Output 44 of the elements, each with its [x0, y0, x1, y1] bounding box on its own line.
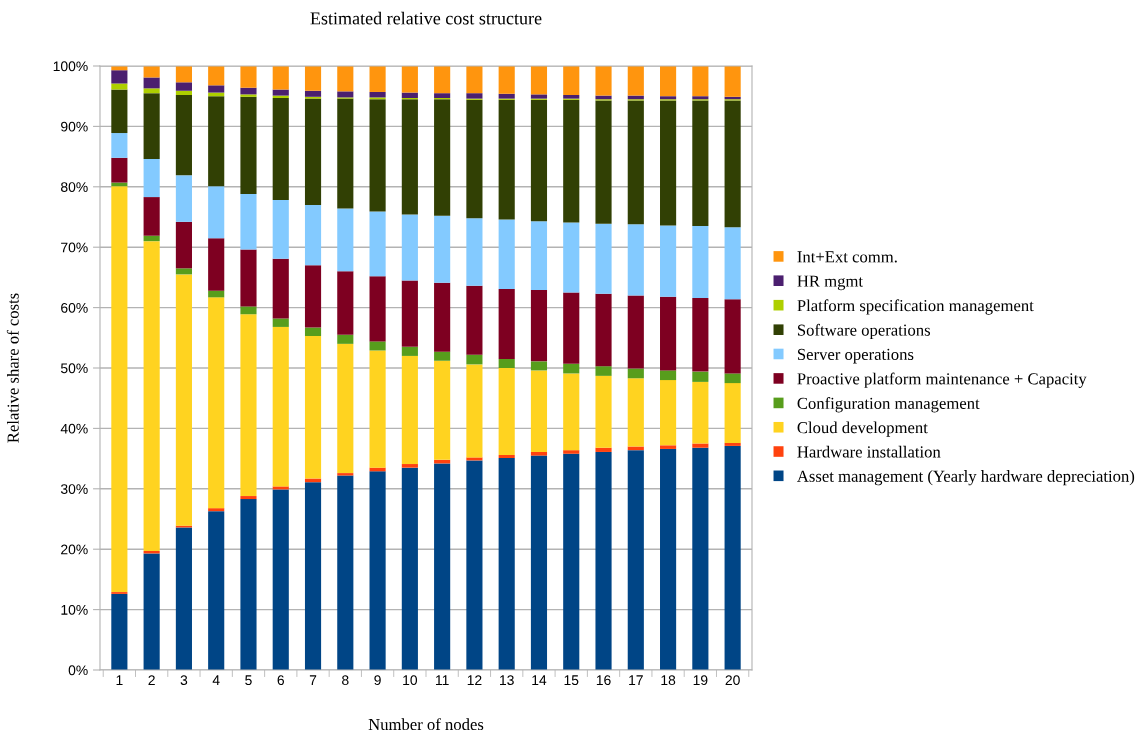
y-tick-label: 100% — [53, 61, 88, 72]
y-tick-label: 70% — [61, 242, 88, 253]
x-tick-label: 6 — [277, 675, 284, 686]
legend-label: Int+Ext comm. — [797, 251, 897, 263]
x-tick-label: 8 — [342, 675, 349, 686]
x-tick-label: 12 — [467, 675, 482, 685]
legend-label: Proactive platform maintenance + Capacity — [797, 372, 1087, 388]
y-axis-title: Relative share of costs — [6, 293, 19, 443]
y-tick-label: 30% — [60, 484, 88, 494]
y-tick-label: 60% — [61, 302, 88, 313]
x-tick-label: 11 — [435, 675, 449, 685]
x-tick-label: 20 — [725, 675, 740, 686]
y-tick-label: 10% — [61, 604, 88, 615]
legend-label: Software operations — [797, 323, 931, 340]
y-tick-label: 0% — [68, 665, 88, 676]
legend-label: Cloud development — [797, 421, 928, 437]
x-tick-label: 15 — [564, 675, 579, 686]
x-tick-label: 7 — [309, 675, 317, 685]
x-tick-label: 13 — [500, 675, 514, 686]
x-tick-label: 3 — [180, 675, 188, 686]
x-tick-label: 18 — [661, 675, 676, 686]
x-tick-label: 17 — [629, 675, 643, 685]
x-tick-label: 10 — [403, 675, 418, 686]
x-axis-title: Number of nodes — [368, 718, 484, 731]
y-tick-label: 20% — [61, 544, 88, 555]
x-tick-label: 19 — [693, 675, 708, 686]
y-tick-label: 80% — [61, 182, 88, 192]
x-tick-label: 1 — [116, 675, 123, 685]
legend-label: HR mgmt — [797, 275, 863, 291]
chart-title: Estimated relative cost structure — [310, 11, 542, 25]
x-tick-label: 5 — [245, 675, 252, 686]
y-tick-label: 40% — [60, 423, 88, 434]
legend-label: Asset management (Yearly hardware depreciation) — [797, 470, 1135, 486]
legend-label: Hardware installation — [797, 445, 941, 458]
x-tick-label: 9 — [374, 675, 381, 686]
legend-label: Configuration management — [797, 397, 980, 413]
x-tick-label: 14 — [532, 675, 547, 685]
x-tick-label: 2 — [148, 675, 155, 685]
legend-label: Server operations — [797, 348, 914, 364]
x-tick-label: 16 — [596, 675, 611, 686]
y-tick-label: 90% — [61, 121, 88, 132]
y-tick-label: 50% — [60, 363, 88, 374]
legend-label: Platform specification management — [797, 299, 1034, 315]
x-tick-label: 4 — [212, 675, 220, 685]
